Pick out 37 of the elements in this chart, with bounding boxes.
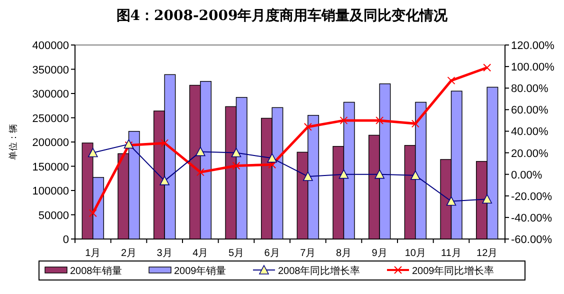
y-axis-title: 单位：辆 [8,124,18,160]
x-tick-label: 2月 [120,248,137,259]
y2-tick-label: 20.00% [511,148,549,160]
x-tick-label: 1月 [85,248,101,259]
legend-label: 2009年销量 [174,265,226,277]
y-tick-label: 50000 [38,210,69,222]
y-tick-label: 300000 [32,88,69,100]
legend-label: 2008年销量 [70,265,122,277]
y-tick-label: 200000 [32,137,69,149]
x-tick-label: 12月 [476,248,498,259]
y2-tick-label: 40.00% [511,126,549,138]
x-tick-label: 10月 [404,248,426,259]
y2-tick-label: 80.00% [511,83,549,96]
x-tick-label: 3月 [156,248,172,259]
y2-tick-label: -20.00% [511,190,552,203]
y2-tick-label: -40.00% [511,212,552,224]
y-tick-label: 350000 [32,64,69,76]
y2-tick-label: 100.00% [511,62,555,74]
x-tick-label: 4月 [192,248,208,259]
x-tick-label: 5月 [228,248,244,259]
x-tick-label: 9月 [372,248,388,259]
y2-tick-label: 60.00% [511,104,549,117]
y2-tick-label: 0.00% [511,169,542,182]
legend-label: 2008年同比增长率 [278,265,360,277]
x-tick-label: 8月 [336,248,352,259]
y-tick-label: 0 [62,234,69,246]
legend-label: 2009年同比增长率 [412,265,494,277]
y-tick-label: 400000 [32,40,69,52]
chart-title: 图4：2008-2009年月度商用车销量及同比变化情况 [116,7,449,24]
y-tick-label: 250000 [32,112,69,125]
y-tick-label: 100000 [32,186,69,198]
x-tick-label: 6月 [264,248,280,259]
y2-tick-label: -60.00% [511,234,552,246]
y-tick-label: 150000 [32,161,69,174]
x-tick-label: 7月 [300,248,316,259]
y2-tick-label: 120.00% [511,40,555,52]
x-tick-label: 11月 [441,248,462,259]
